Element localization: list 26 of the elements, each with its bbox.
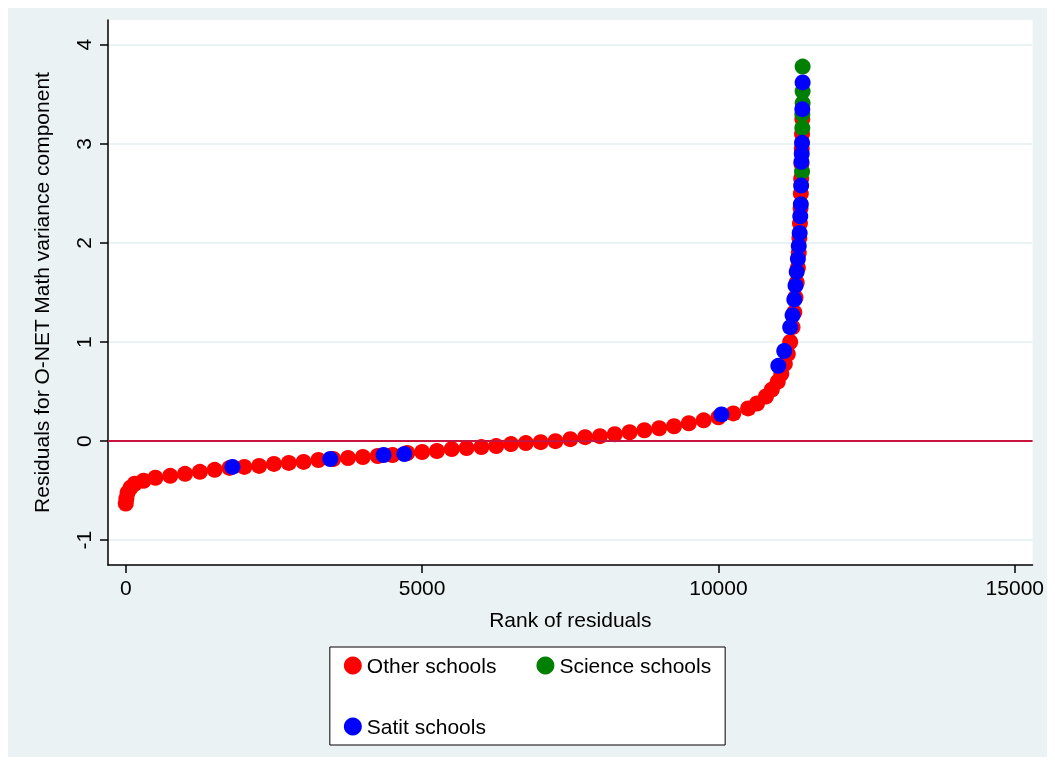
point <box>788 263 805 280</box>
point <box>794 74 811 91</box>
x-axis-title: Rank of residuals <box>489 608 652 631</box>
point <box>794 134 811 151</box>
y-tick-label: 2 <box>72 237 95 249</box>
point <box>794 120 811 136</box>
x-tick-label: 5000 <box>398 576 446 599</box>
point <box>789 250 806 267</box>
y-tick-label: 1 <box>72 336 95 348</box>
point <box>793 177 810 194</box>
y-tick-label: -1 <box>72 530 95 550</box>
point <box>794 58 811 75</box>
point <box>794 101 811 118</box>
x-tick-label: 15000 <box>985 576 1045 599</box>
y-tick-label: 3 <box>72 138 95 150</box>
point <box>790 237 807 254</box>
y-axis-title: Residuals for O-NET Math variance component <box>30 71 53 513</box>
point <box>791 225 808 242</box>
y-tick-label: 4 <box>72 38 95 51</box>
legend-label: Science schools <box>559 654 712 677</box>
x-tick-label: 10000 <box>689 576 748 599</box>
x-tick-label: 0 <box>119 576 132 599</box>
legend-label: Other schools <box>366 654 497 677</box>
legend-label: Satit schools <box>366 715 486 738</box>
point <box>792 196 809 213</box>
y-tick-label: 0 <box>72 435 95 447</box>
